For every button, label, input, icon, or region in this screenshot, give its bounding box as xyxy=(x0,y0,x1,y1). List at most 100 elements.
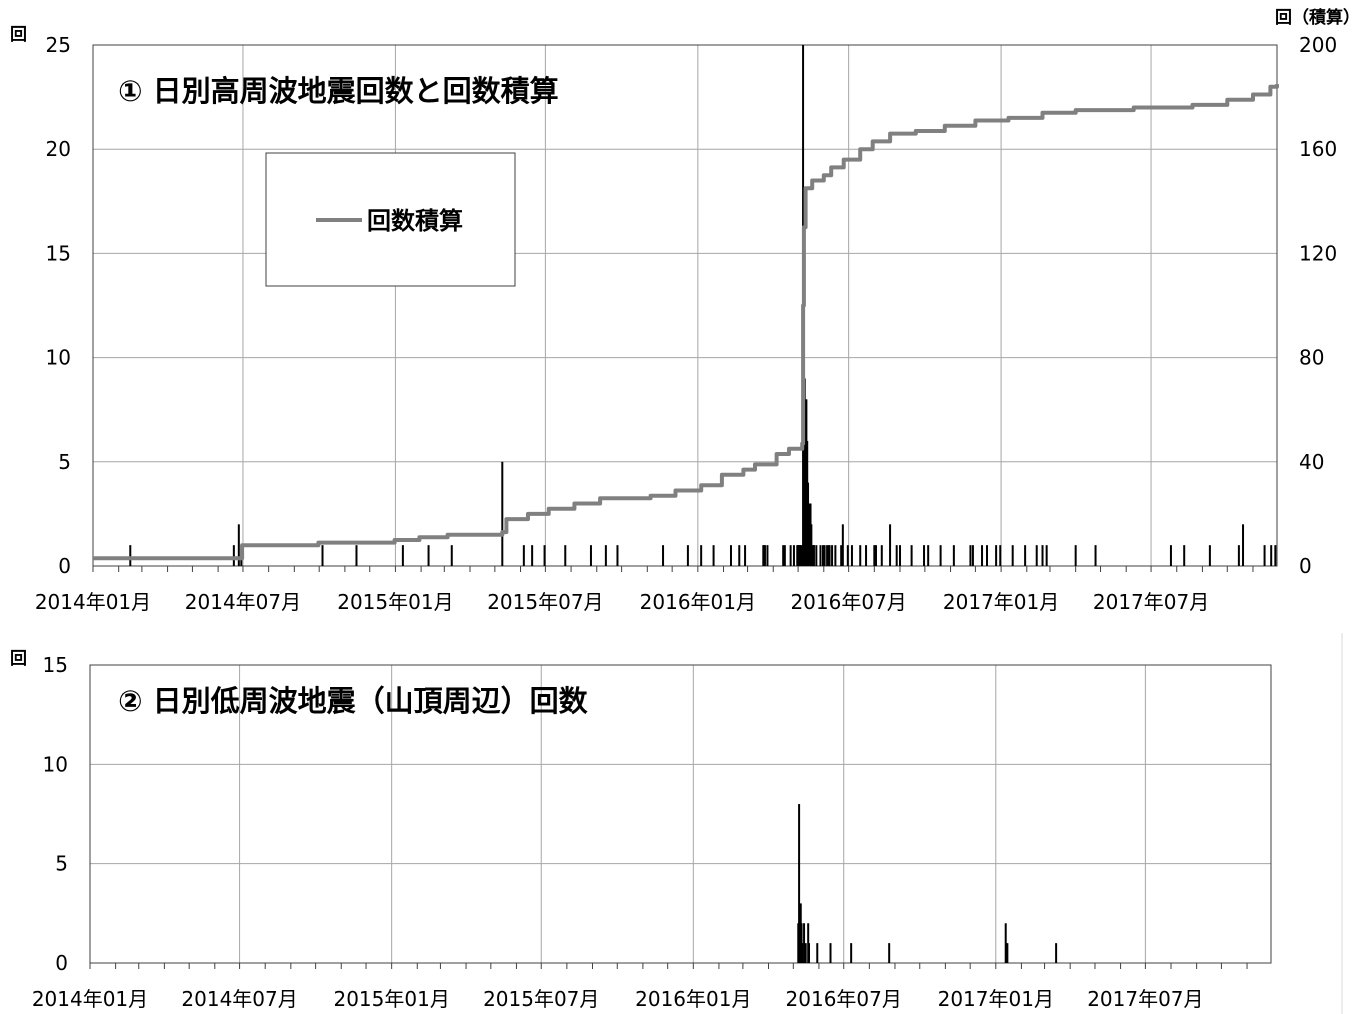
daily-count-bar xyxy=(812,545,815,566)
daily-count-bar xyxy=(782,545,785,566)
daily-count-bar xyxy=(841,524,844,566)
daily-count-bar xyxy=(783,545,786,566)
daily-count-bar xyxy=(927,545,930,566)
daily-count-bar xyxy=(543,545,546,566)
daily-count-bar xyxy=(952,545,955,566)
chart-title: ② 日別低周波地震（山頂周辺）回数 xyxy=(118,684,589,718)
y-tick-label: 5 xyxy=(55,852,68,876)
daily-count-bar xyxy=(800,545,803,566)
y-tick-label: 20 xyxy=(46,137,71,161)
daily-count-bar xyxy=(797,545,800,566)
daily-count-bar xyxy=(840,545,843,566)
x-tick-label: 2017年07月 xyxy=(1087,987,1203,1011)
daily-count-bar xyxy=(662,545,665,566)
daily-count-bar xyxy=(712,545,715,566)
daily-count-bar xyxy=(1274,545,1277,566)
y2-axis-unit: 回（積算） xyxy=(1275,7,1360,28)
daily-count-bar xyxy=(889,524,892,566)
x-tick-label: 2014年07月 xyxy=(181,987,297,1011)
y2-tick-label: 200 xyxy=(1299,33,1337,57)
daily-count-bar xyxy=(831,545,834,566)
daily-count-bar xyxy=(804,943,807,963)
daily-count-bar xyxy=(531,545,534,566)
daily-count-bar xyxy=(834,545,837,566)
x-tick-label: 2015年01月 xyxy=(333,987,449,1011)
daily-count-bar xyxy=(1208,545,1211,566)
x-tick-label: 2014年01月 xyxy=(35,590,151,614)
daily-count-bar xyxy=(1024,545,1027,566)
x-tick-label: 2017年07月 xyxy=(1093,590,1209,614)
daily-count-bar xyxy=(501,461,504,566)
daily-count-bar xyxy=(589,545,592,566)
daily-count-bar xyxy=(939,545,942,566)
y-tick-label: 0 xyxy=(55,951,68,975)
daily-count-bar xyxy=(1074,545,1077,566)
daily-count-bar xyxy=(792,545,795,566)
daily-count-bar xyxy=(850,545,853,566)
y-tick-label: 10 xyxy=(46,346,71,370)
daily-count-bar xyxy=(729,545,732,566)
daily-count-bar xyxy=(616,545,619,566)
daily-count-bar xyxy=(816,943,819,963)
daily-count-bar xyxy=(859,545,862,566)
daily-count-bar xyxy=(801,943,804,963)
daily-count-bar xyxy=(803,923,806,963)
daily-count-bar xyxy=(971,545,974,566)
x-tick-label: 2017年01月 xyxy=(943,590,1059,614)
daily-count-bar xyxy=(1242,524,1245,566)
daily-count-bar xyxy=(1004,923,1007,963)
daily-count-bar xyxy=(789,545,792,566)
daily-count-bar xyxy=(450,545,453,566)
daily-count-bar xyxy=(1263,545,1266,566)
y-tick-label: 25 xyxy=(46,33,71,57)
daily-count-bar xyxy=(564,545,567,566)
plot-frame xyxy=(89,664,1272,964)
daily-count-bar xyxy=(1006,943,1009,963)
daily-count-bar xyxy=(865,545,868,566)
daily-count-bar xyxy=(1270,545,1273,566)
daily-count-bar xyxy=(910,545,913,566)
daily-count-bar xyxy=(899,545,902,566)
x-tick-label: 2015年01月 xyxy=(337,590,453,614)
daily-count-bar xyxy=(880,545,883,566)
daily-count-bar xyxy=(762,545,765,566)
plot-frame xyxy=(92,44,1278,567)
x-tick-label: 2016年01月 xyxy=(635,987,751,1011)
y-axis-unit: 回 xyxy=(10,649,27,669)
daily-count-bar xyxy=(999,545,1002,566)
daily-count-bar xyxy=(986,545,989,566)
y-tick-label: 10 xyxy=(43,752,68,776)
chart-title: ① 日別高周波地震回数と回数積算 xyxy=(118,74,559,108)
daily-count-bar xyxy=(850,943,853,963)
daily-count-bar xyxy=(321,545,324,566)
daily-count-bar xyxy=(1041,545,1044,566)
daily-count-bar xyxy=(811,545,814,566)
daily-count-bar xyxy=(355,545,358,566)
daily-count-bar xyxy=(800,923,803,963)
daily-count-bar xyxy=(686,545,689,566)
x-tick-label: 2017年01月 xyxy=(938,987,1054,1011)
daily-count-bar xyxy=(995,545,998,566)
y2-tick-label: 160 xyxy=(1299,137,1337,161)
daily-count-bar xyxy=(888,943,891,963)
daily-count-bar xyxy=(1055,943,1058,963)
daily-count-bar xyxy=(738,545,741,566)
daily-count-bar xyxy=(129,545,132,566)
daily-count-bar xyxy=(807,923,810,963)
daily-count-bar xyxy=(604,545,607,566)
daily-count-bar xyxy=(1094,545,1097,566)
x-tick-label: 2014年07月 xyxy=(185,590,301,614)
daily-count-bar xyxy=(846,545,849,566)
daily-count-bar xyxy=(1237,545,1240,566)
daily-count-bar xyxy=(796,545,799,566)
legend-label: 回数積算 xyxy=(367,207,463,235)
daily-count-bar xyxy=(744,545,747,566)
x-tick-label: 2014年01月 xyxy=(32,987,148,1011)
daily-count-bar xyxy=(819,545,822,566)
daily-count-bar xyxy=(821,545,824,566)
daily-count-bar xyxy=(401,545,404,566)
daily-count-bar xyxy=(826,545,829,566)
daily-count-bar xyxy=(1035,545,1038,566)
daily-count-bar xyxy=(232,545,235,566)
legend-box xyxy=(265,152,516,287)
